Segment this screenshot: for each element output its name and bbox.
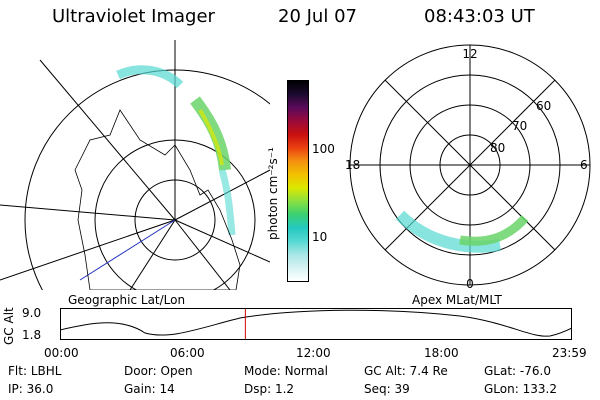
mlt-label-0: 0 bbox=[466, 277, 474, 290]
mlt-label-6: 6 bbox=[580, 158, 588, 172]
status-gc-alt: GC Alt: 7.4 Re bbox=[364, 364, 448, 378]
coastline bbox=[74, 109, 241, 290]
aurora-emission bbox=[395, 210, 529, 253]
observation-time: 08:43:03 UT bbox=[424, 6, 535, 27]
alt-axis-label: GC Alt bbox=[2, 307, 16, 345]
altitude-curve bbox=[60, 309, 572, 337]
alt-xtick-1: 06:00 bbox=[170, 346, 205, 360]
mlt-label-12: 12 bbox=[462, 47, 477, 61]
alt-xtick-3: 18:00 bbox=[424, 346, 459, 360]
status-seq: Seq: 39 bbox=[364, 382, 410, 396]
colorbar-tick-10: 10 bbox=[312, 230, 328, 244]
status-glat: GLat: -76.0 bbox=[484, 364, 551, 378]
status-door: Door: Open bbox=[124, 364, 193, 378]
left-map-caption: Geographic Lat/Lon bbox=[68, 293, 186, 307]
lat-circle bbox=[24, 69, 270, 290]
mlat-label-60: 60 bbox=[536, 99, 551, 113]
instrument-title: Ultraviolet Imager bbox=[52, 6, 215, 27]
status-gain: Gain: 14 bbox=[124, 382, 175, 396]
status-mode: Mode: Normal bbox=[244, 364, 328, 378]
mlat-label-80: 80 bbox=[490, 141, 505, 155]
alt-ytick-top: 9.0 bbox=[22, 306, 42, 320]
altitude-plot bbox=[60, 308, 572, 340]
alt-xtick-2: 12:00 bbox=[296, 346, 331, 360]
status-dsp: Dsp: 1.2 bbox=[244, 382, 295, 396]
colorbar bbox=[287, 80, 309, 282]
colorbar-tick-100: 100 bbox=[312, 142, 335, 156]
aurora-emission bbox=[116, 65, 236, 236]
mlat-label-70: 70 bbox=[512, 119, 527, 133]
status-flt: Flt: LBHL bbox=[8, 364, 62, 378]
alt-xtick-4: 23:59 bbox=[552, 346, 587, 360]
terminator-line bbox=[79, 219, 176, 281]
mlt-label-18: 18 bbox=[345, 158, 360, 172]
alt-ytick-bottom: 1.8 bbox=[22, 328, 42, 342]
magnetic-map: 12 18 6 0 60 70 80 bbox=[345, 44, 591, 290]
observation-date: 20 Jul 07 bbox=[278, 6, 357, 27]
alt-xtick-0: 00:00 bbox=[44, 346, 79, 360]
status-ip: IP: 36.0 bbox=[8, 382, 54, 396]
right-map-caption: Apex MLat/MLT bbox=[412, 293, 502, 307]
geographic-map bbox=[0, 40, 270, 290]
colorbar-label: photon cm⁻²s⁻¹ bbox=[266, 147, 280, 240]
status-glon: GLon: 133.2 bbox=[484, 382, 557, 396]
